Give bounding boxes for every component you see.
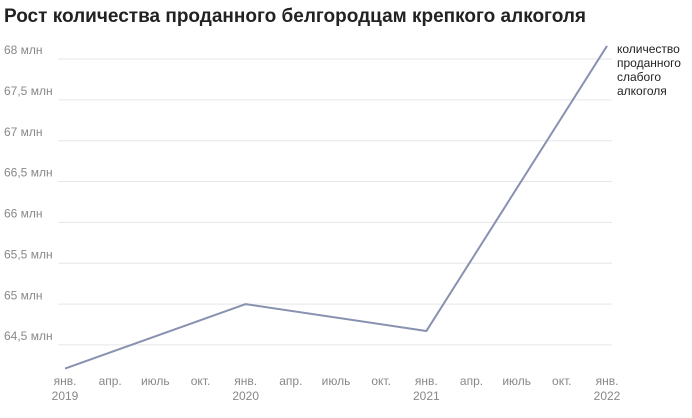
y-tick-label: 65,5 млн — [4, 247, 53, 261]
x-tick-label: окт. — [191, 374, 211, 388]
x-tick-label: апр. — [99, 374, 122, 388]
x-tick-label: янв. — [596, 374, 619, 388]
series-label: количество проданного слабого алкоголя — [617, 42, 681, 98]
x-tick-label: янв. — [54, 374, 77, 388]
x-tick-label: окт. — [552, 374, 572, 388]
x-year-label: 2022 — [594, 389, 621, 403]
x-year-label: 2020 — [232, 389, 259, 403]
y-tick-label: 65 млн — [4, 288, 43, 302]
y-tick-label: 66 млн — [4, 207, 43, 221]
y-tick-label: 67,5 млн — [4, 84, 53, 98]
x-tick-label: окт. — [371, 374, 391, 388]
x-tick-label: янв. — [415, 374, 438, 388]
x-tick-label: апр. — [279, 374, 302, 388]
y-tick-label: 68 млн — [4, 43, 43, 57]
x-year-label: 2021 — [413, 389, 440, 403]
x-tick-label: июль — [502, 374, 531, 388]
y-tick-label: 66,5 млн — [4, 166, 53, 180]
x-tick-label: янв. — [234, 374, 257, 388]
x-year-label: 2019 — [52, 389, 79, 403]
line — [64, 45, 608, 370]
x-tick-label: июль — [141, 374, 170, 388]
y-tick-label: 67 млн — [4, 125, 43, 139]
y-tick-label: 64,5 млн — [4, 329, 53, 343]
x-tick-label: апр. — [460, 374, 483, 388]
chart-title: Рост количества проданного белгородцам к… — [4, 6, 587, 27]
x-tick-label: июль — [322, 374, 351, 388]
